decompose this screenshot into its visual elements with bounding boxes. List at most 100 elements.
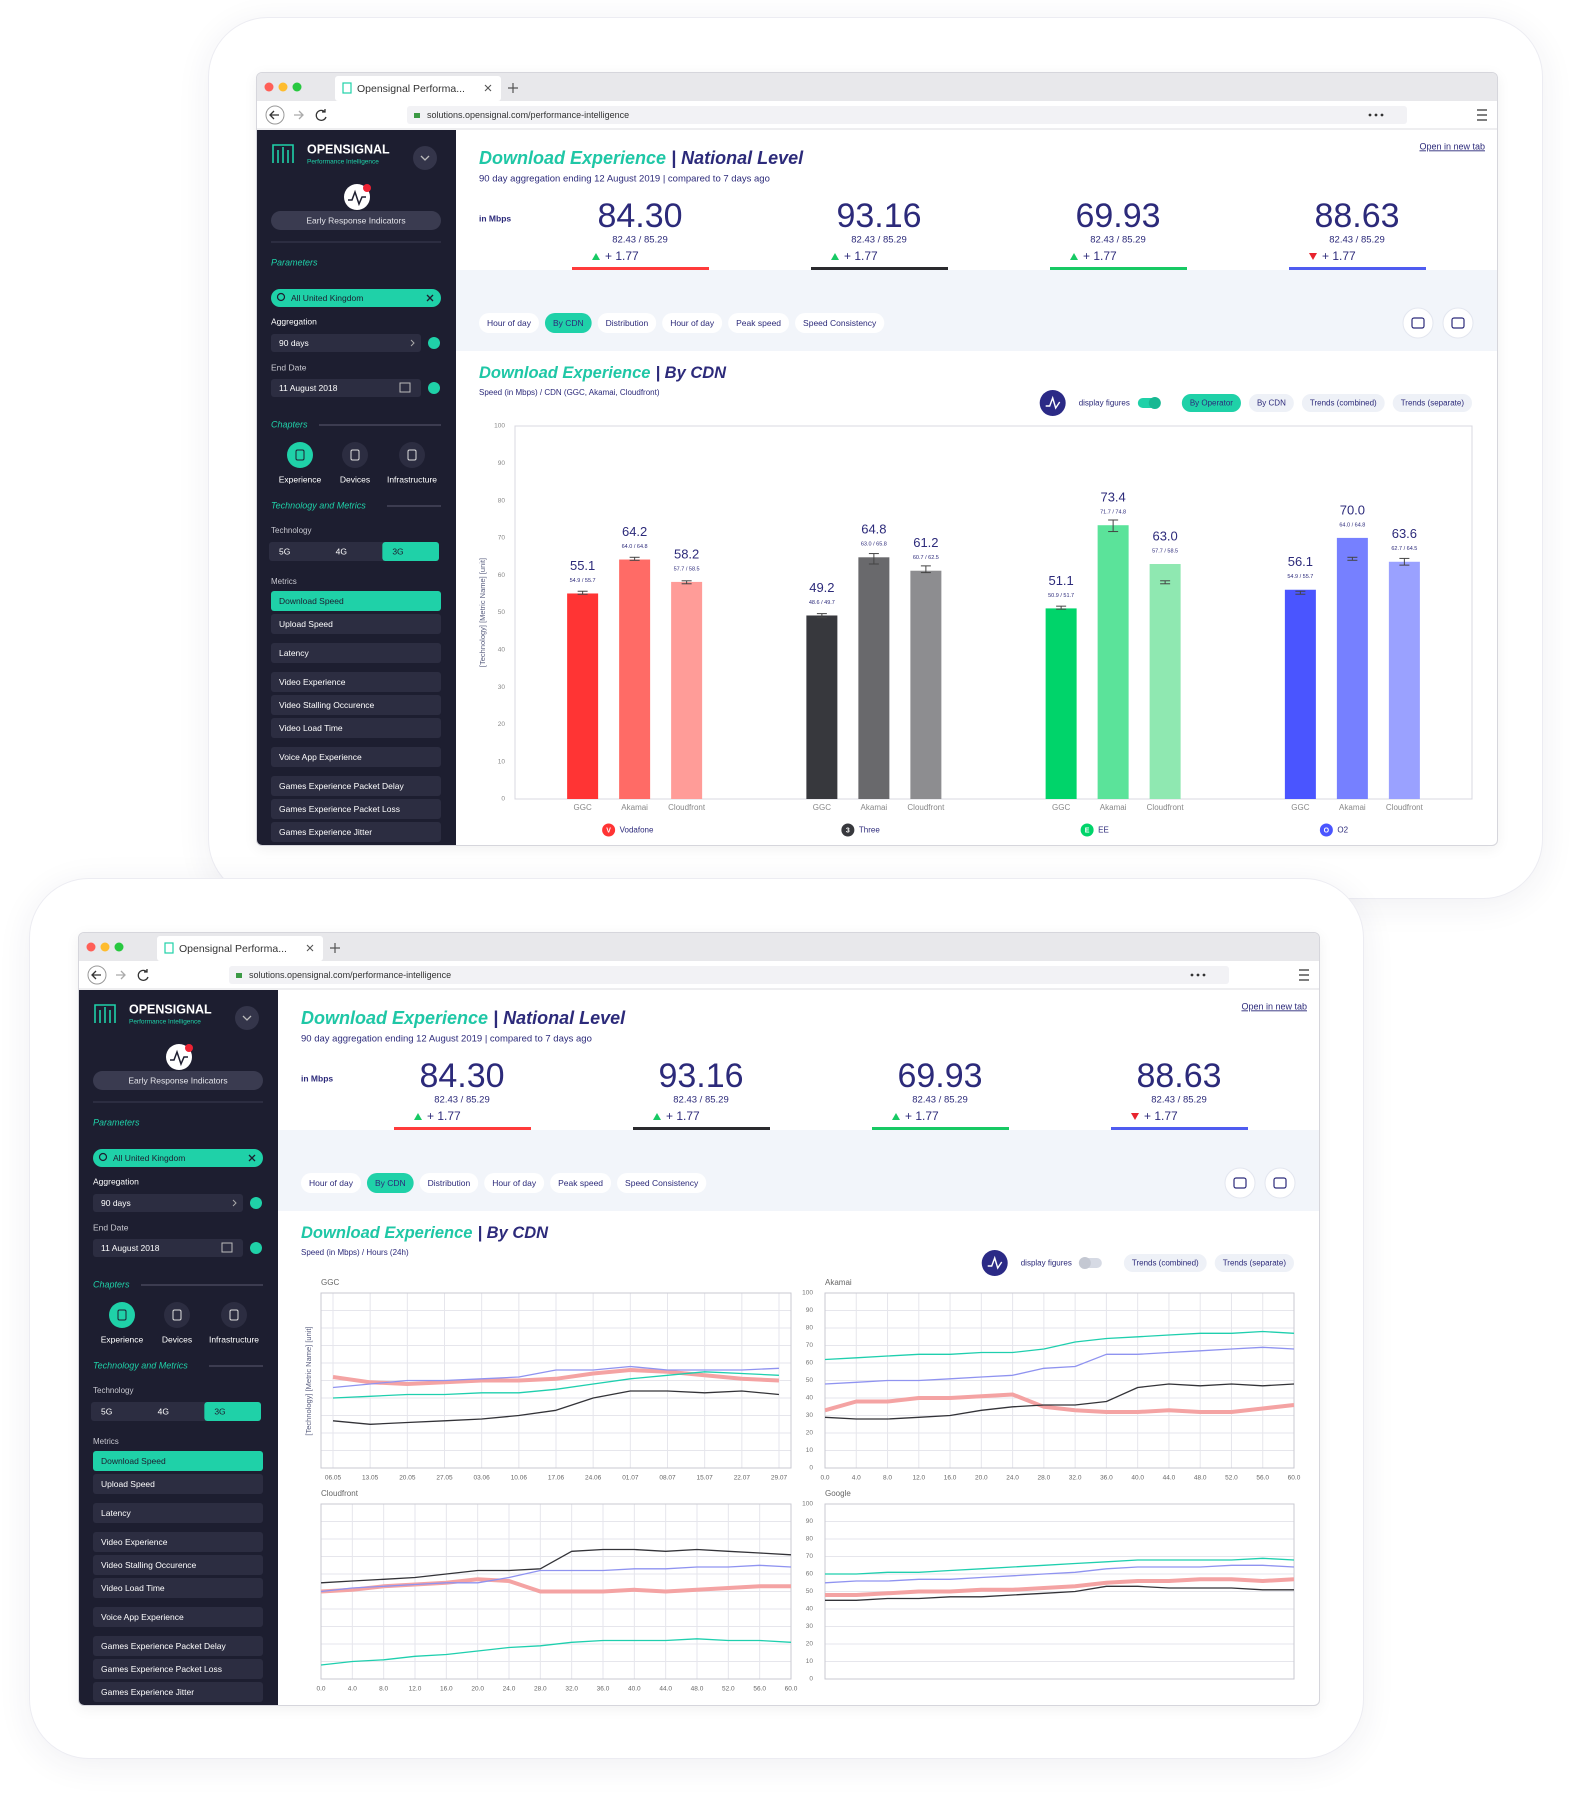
window-control[interactable] — [264, 82, 274, 92]
view-tab[interactable] — [728, 313, 790, 333]
page-actions[interactable] — [1196, 973, 1200, 977]
metric-item[interactable] — [93, 1682, 263, 1702]
view-tab[interactable] — [479, 313, 539, 333]
date-select[interactable] — [93, 1239, 243, 1257]
chart-mode-button[interactable] — [1123, 1254, 1207, 1272]
metric-item[interactable] — [271, 672, 441, 692]
window-control[interactable] — [114, 942, 124, 952]
help-icon[interactable] — [428, 382, 440, 394]
metric-item[interactable] — [271, 799, 441, 819]
window-control[interactable] — [278, 82, 288, 92]
forward-arrow[interactable] — [294, 110, 304, 120]
chapter-label[interactable]: Experience — [101, 1334, 144, 1344]
back-button[interactable] — [87, 965, 107, 985]
open-link[interactable]: Open in new tab — [1241, 1001, 1307, 1011]
metric-item[interactable] — [271, 695, 441, 715]
metric-item[interactable] — [93, 1636, 263, 1656]
chapter-label[interactable]: Experience — [279, 474, 322, 484]
help-icon[interactable] — [250, 1242, 262, 1254]
product-switcher[interactable] — [235, 1006, 259, 1030]
chart-mode-button[interactable] — [1181, 394, 1241, 412]
location-filter[interactable] — [271, 289, 441, 307]
chapter-icon[interactable] — [399, 442, 425, 468]
view-tab[interactable] — [550, 1173, 612, 1193]
metric-item[interactable] — [271, 718, 441, 738]
browser-tab[interactable] — [335, 76, 501, 101]
view-tab[interactable] — [544, 313, 592, 333]
window-control[interactable] — [292, 82, 302, 92]
view-tab[interactable] — [597, 313, 657, 333]
address-field[interactable] — [407, 106, 1407, 124]
chapter-label[interactable]: Devices — [162, 1334, 192, 1344]
chart-mode-button[interactable] — [1248, 394, 1294, 412]
chapter-icon[interactable] — [342, 442, 368, 468]
view-tab[interactable] — [617, 1173, 707, 1193]
chapter-label[interactable]: Infrastructure — [387, 474, 437, 484]
chart-mode-button[interactable] — [1392, 394, 1472, 412]
page-actions[interactable] — [1368, 113, 1372, 117]
chart-type-icon[interactable] — [1039, 390, 1066, 416]
snapshot-button[interactable] — [1224, 1167, 1256, 1199]
metric-item[interactable] — [271, 747, 441, 767]
metric-item[interactable] — [93, 1659, 263, 1679]
metric-item[interactable] — [271, 776, 441, 796]
metric-item[interactable] — [271, 614, 441, 634]
view-tab[interactable] — [484, 1173, 545, 1193]
technology-option[interactable]: 5G — [279, 546, 290, 556]
aggregation-select[interactable] — [271, 334, 421, 352]
metric-item[interactable] — [271, 822, 441, 842]
chapter-icon[interactable] — [221, 1302, 247, 1328]
open-link[interactable]: Open in new tab — [1419, 141, 1485, 151]
view-tab[interactable] — [662, 313, 723, 333]
technology-option[interactable]: 4G — [158, 1406, 169, 1416]
metric-item[interactable] — [93, 1578, 263, 1598]
date-select[interactable] — [271, 379, 421, 397]
help-icon[interactable] — [250, 1197, 262, 1209]
view-tab[interactable] — [366, 1173, 414, 1193]
fullscreen-button[interactable] — [1264, 1167, 1296, 1199]
aggregation-select[interactable] — [93, 1194, 243, 1212]
location-filter[interactable] — [93, 1149, 263, 1167]
chapter-label[interactable]: Infrastructure — [209, 1334, 259, 1344]
technology-option[interactable]: 4G — [336, 546, 347, 556]
view-tab[interactable] — [301, 1173, 361, 1193]
chart-type-icon[interactable] — [981, 1250, 1008, 1276]
snapshot-button[interactable] — [1402, 307, 1434, 339]
chart-mode-button[interactable] — [1301, 394, 1385, 412]
metric-item[interactable] — [271, 591, 441, 611]
metric-item[interactable] — [93, 1451, 263, 1471]
chapter-icon[interactable] — [287, 442, 313, 468]
page-actions[interactable] — [1380, 113, 1384, 117]
reload-icon[interactable] — [137, 969, 149, 981]
browser-tab[interactable] — [157, 936, 323, 961]
address-field[interactable] — [229, 966, 1229, 984]
fullscreen-button[interactable] — [1442, 307, 1474, 339]
page-actions[interactable] — [1202, 973, 1206, 977]
technology-option[interactable]: 5G — [101, 1406, 112, 1416]
reload-icon[interactable] — [315, 109, 327, 121]
view-tab[interactable] — [419, 1173, 479, 1193]
page-actions[interactable] — [1374, 113, 1378, 117]
view-tab[interactable] — [795, 313, 885, 333]
chart-mode-button[interactable] — [1214, 1254, 1294, 1272]
metric-item[interactable] — [93, 1532, 263, 1552]
eri-button[interactable] — [271, 211, 441, 230]
help-icon[interactable] — [428, 337, 440, 349]
metric-item[interactable] — [93, 1474, 263, 1494]
technology-option[interactable]: 3G — [214, 1406, 225, 1416]
metric-item[interactable] — [271, 643, 441, 663]
chapter-label[interactable]: Devices — [340, 474, 370, 484]
chapter-icon[interactable] — [164, 1302, 190, 1328]
page-actions[interactable] — [1190, 973, 1194, 977]
window-control[interactable] — [86, 942, 96, 952]
metric-item[interactable] — [93, 1503, 263, 1523]
product-switcher[interactable] — [413, 146, 437, 170]
chapter-icon[interactable] — [109, 1302, 135, 1328]
back-button[interactable] — [265, 105, 285, 125]
metric-item[interactable] — [93, 1607, 263, 1627]
technology-option[interactable]: 3G — [392, 546, 403, 556]
window-control[interactable] — [100, 942, 110, 952]
forward-arrow[interactable] — [116, 970, 126, 980]
metric-item[interactable] — [93, 1555, 263, 1575]
eri-button[interactable] — [93, 1071, 263, 1090]
